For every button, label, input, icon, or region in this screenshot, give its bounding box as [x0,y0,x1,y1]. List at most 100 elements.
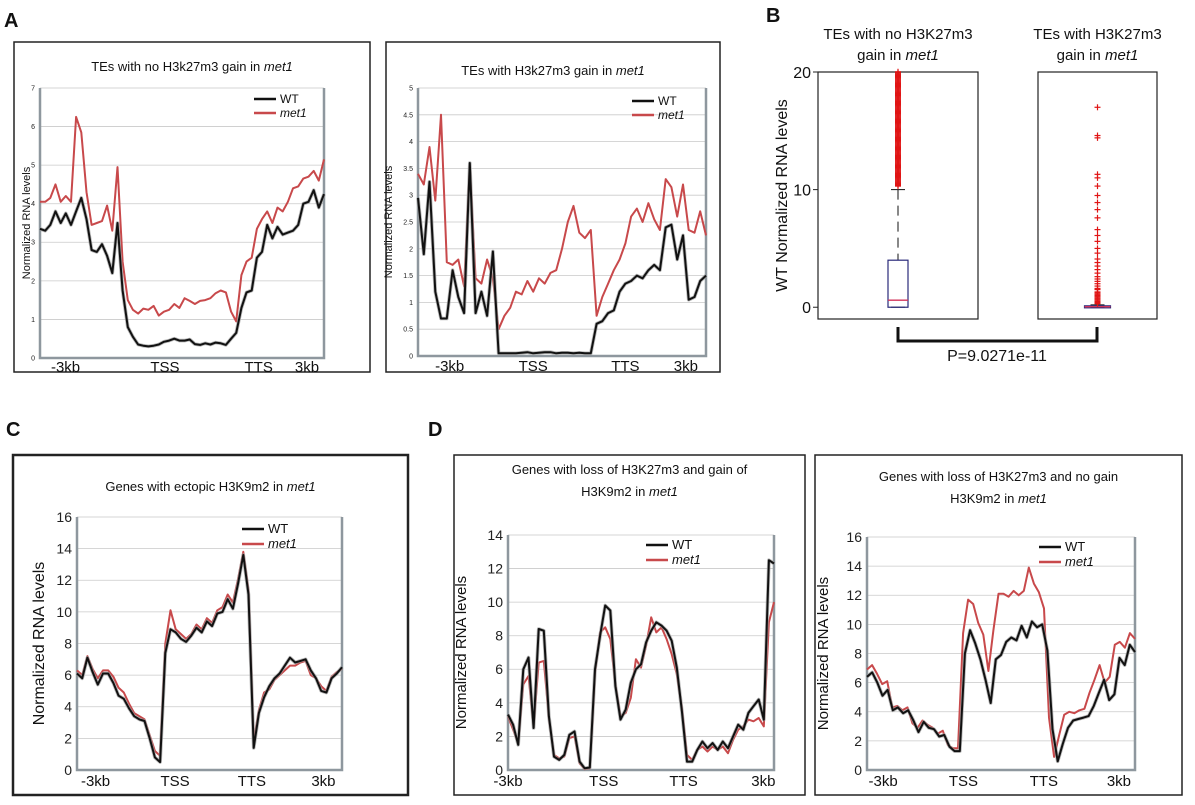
y-tick-label: 14 [846,558,862,574]
y-tick-label: 0 [409,353,413,360]
x-tick-label: TTS [238,773,266,790]
x-tick-label: 3kb [311,773,335,790]
group-label-line2: gain in met1 [857,47,939,64]
y-axis-label: WT Normalized RNA levels [774,99,791,292]
y-tick-label: 1 [31,317,35,324]
p-value-label: P=9.0271e-11 [947,348,1047,365]
panel-frame [385,41,721,373]
y-tick-label: 4 [64,699,72,715]
legend-label-wt: WT [280,92,299,106]
x-tick-label: -3kb [81,773,110,790]
plot-axis [506,535,776,772]
y-tick-label: 1.5 [403,273,413,280]
x-tick-label: TSS [589,773,618,790]
x-tick-label: -3kb [51,359,80,376]
legend-label-wt: WT [1065,539,1085,554]
chart-title: Genes with loss of H3K27m3 and gain of [512,462,748,477]
x-tick-label: TTS [245,359,273,376]
y-tick-label: 7 [31,85,35,92]
y-tick-label: 6 [854,675,862,691]
panel-letter-a: A [4,10,18,32]
x-tick-label: TSS [150,359,179,376]
line-chart-te-no-gain: TEs with no H3k27m3 gain in met1 0 1 2 3 4 5 6 7… [13,41,371,376]
panel-letter-d: D [428,419,442,441]
y-tick-label: 0 [495,762,503,778]
y-axis-label: Normalized RNA levels [31,562,48,726]
y-tick-label: 16 [56,509,72,525]
group-label: TEs with H3K27m3 [1033,26,1161,43]
y-tick-label: 12 [56,572,72,588]
legend-label-met1: met1 [280,106,307,120]
y-tick-label: 2 [31,278,35,285]
series-line-WT [417,162,707,355]
series-line-met1 [76,550,343,757]
box [887,259,909,308]
significance-bracket [896,327,1099,343]
y-tick-label: 6 [64,667,72,683]
x-tick-label: -3kb [493,773,522,790]
legend-label-wt: WT [658,94,677,108]
series-line-WT [39,189,325,348]
x-tick-label: 3kb [674,358,698,375]
group-label: TEs with no H3K27m3 [823,26,972,43]
x-tick-label: -3kb [868,773,897,790]
y-tick-label: 1 [409,300,413,307]
line-chart-loss-h3k27m3-no-gain: Genes with loss of H3K27m3 and no gain H3… [814,454,1183,796]
y-axis-label: Normalized RNA levels [21,166,33,279]
y-tick-label: 2 [409,246,413,253]
y-tick-label: 5 [409,85,413,92]
y-axis-label: Normalized RNA levels [453,576,470,729]
y-tick-label: 8 [495,628,503,644]
y-tick-label: 0 [31,355,35,362]
line-chart-ectopic-h3k9m2: Genes with ectopic H3K9m2 in met1 0 2 4 6 8 10… [11,453,410,797]
y-tick-label: 4 [495,695,503,711]
y-tick-label: 3 [409,193,413,200]
y-tick-label: 20 [793,65,811,82]
chart-title: Genes with ectopic H3K9m2 in met1 [105,479,315,494]
legend-label-met1: met1 [658,108,685,122]
y-tick-label: 14 [487,527,503,543]
y-tick-label: 4.5 [403,112,413,119]
panel-frame [814,454,1183,796]
y-tick-label: 5 [31,163,35,170]
y-tick-label: 0.5 [403,327,413,334]
panel-letter-b: B [766,5,780,27]
plot-axis [38,88,326,360]
panel-frame [13,41,371,373]
y-tick-label: 6 [31,124,35,131]
chart-title: Genes with loss of H3K27m3 and no gain [879,469,1118,484]
line-chart-loss-h3k27m3-gain-h3k9m2: Genes with loss of H3K27m3 and gain of H3… [453,454,806,796]
series-line-WT [507,559,775,770]
series-line-met1 [40,115,325,323]
legend-label-met1: met1 [672,552,701,567]
y-tick-label: 10 [846,616,862,632]
y-tick-label: 10 [487,594,503,610]
chart-title-line2: H3K9m2 in met1 [950,491,1047,506]
plot-axis [75,517,344,772]
legend-label-met1: met1 [1065,554,1094,569]
x-tick-label: 3kb [1107,773,1131,790]
y-tick-label: 12 [487,560,503,576]
y-tick-label: 12 [846,587,862,603]
y-tick-label: 2 [495,728,503,744]
plot-axis [865,537,1137,772]
y-tick-label: 10 [793,183,811,200]
line-chart-te-gain: TEs with H3k27m3 gain in met1 0 0.5 1 1.5 2 2.… [383,41,721,375]
y-axis-label: Normalized RNA levels [815,577,832,730]
y-tick-label: 8 [64,635,72,651]
boxplot-wt-rna: TEs with no H3K27m3 gain in met1 TEs with … [774,26,1162,365]
y-tick-label: 4 [854,704,862,720]
legend-label-met1: met1 [268,536,297,551]
y-tick-label: 8 [854,645,862,661]
panel-frame [453,454,806,796]
x-tick-label: TSS [519,358,548,375]
y-tick-label: 0 [854,762,862,778]
series-line-WT [866,620,1136,763]
y-tick-label: 3 [31,240,35,247]
y-tick-label: 6 [495,661,503,677]
y-tick-label: 16 [846,529,862,545]
y-axis-label: Normalized RNA levels [383,165,395,278]
legend-label-wt: WT [672,537,692,552]
y-tick-label: 4 [31,201,35,208]
